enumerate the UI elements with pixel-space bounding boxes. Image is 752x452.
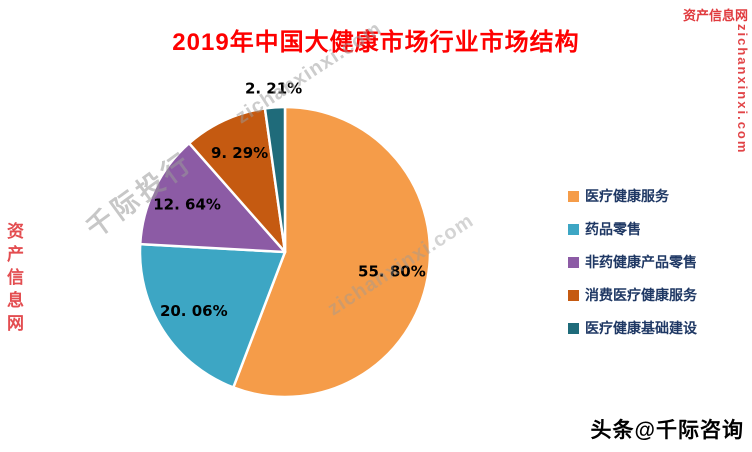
pie-slice-4 bbox=[263, 105, 287, 254]
legend-item-3: 消费医疗健康服务 bbox=[568, 285, 697, 305]
legend-label-3: 消费医疗健康服务 bbox=[585, 287, 697, 303]
slice-label-4: 2. 21% bbox=[245, 80, 302, 98]
legend-label-2: 非药健康产品零售 bbox=[585, 254, 697, 270]
legend-item-2: 非药健康产品零售 bbox=[568, 252, 697, 272]
pie-slice-1 bbox=[138, 242, 287, 389]
legend-item-1: 药品零售 bbox=[568, 219, 697, 239]
credit-text: 头条@千际咨询 bbox=[590, 419, 744, 442]
pie-slice-2 bbox=[138, 141, 287, 254]
slice-label-1: 20. 06% bbox=[160, 302, 228, 320]
slice-label-2: 12. 64% bbox=[153, 196, 221, 214]
legend-label-4: 医疗健康基础建设 bbox=[585, 320, 697, 336]
slice-label-0: 55. 80% bbox=[358, 263, 426, 281]
chart-title: 2019年中国大健康市场行业市场结构 bbox=[172, 29, 580, 56]
legend-item-4: 医疗健康基础建设 bbox=[568, 318, 697, 338]
legend-label-1: 药品零售 bbox=[585, 221, 641, 237]
legend-label-0: 医疗健康服务 bbox=[585, 188, 669, 204]
legend-swatch-4 bbox=[568, 322, 579, 334]
legend-swatch-0 bbox=[568, 190, 579, 202]
slice-label-3: 9. 29% bbox=[211, 144, 268, 162]
legend-swatch-2 bbox=[568, 256, 579, 268]
legend: 医疗健康服务 药品零售非药健康产品零售 消费医疗健康服务 医疗健康基础建设 bbox=[568, 186, 697, 338]
pie-slice-0 bbox=[232, 105, 432, 399]
pie-slice-3 bbox=[187, 107, 287, 254]
legend-swatch-1 bbox=[568, 223, 579, 235]
legend-item-0: 医疗健康服务 bbox=[568, 186, 697, 206]
legend-swatch-3 bbox=[568, 289, 579, 301]
